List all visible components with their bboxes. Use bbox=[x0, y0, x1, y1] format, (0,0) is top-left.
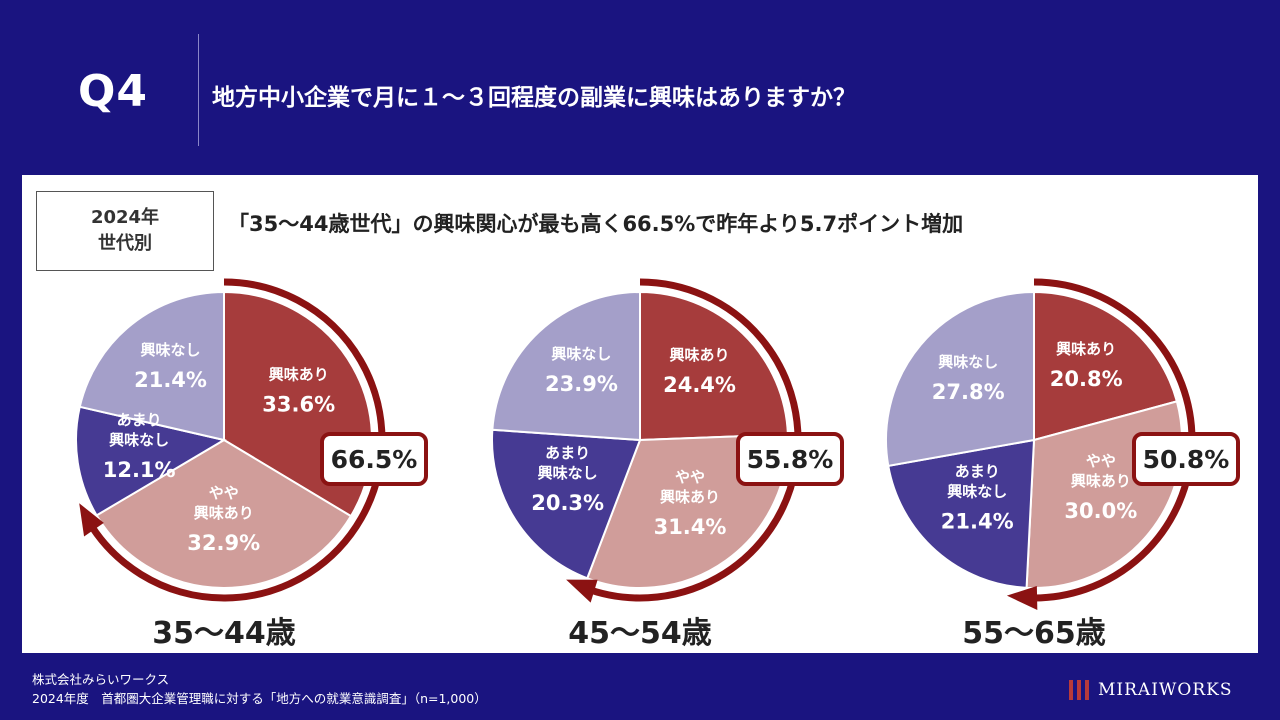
pie-chart-2: 興味あり24.4%やや興味あり31.4%あまり興味なし20.3%興味なし23.9… bbox=[491, 278, 844, 651]
slice-name-label: あまり bbox=[545, 444, 590, 462]
interested-arrow-head bbox=[79, 503, 104, 537]
total-interested-box bbox=[1132, 432, 1240, 486]
footer: 株式会社みらいワークス 2024年度 首都圏大企業管理職に対する「地方への就業意… bbox=[32, 670, 487, 708]
pie-chart-3: 興味あり20.8%やや興味あり30.0%あまり興味なし21.4%興味なし27.8… bbox=[885, 278, 1240, 651]
slice-value-label: 21.4% bbox=[134, 368, 207, 392]
slice-value-label: 31.4% bbox=[654, 515, 727, 539]
slice-value-label: 23.9% bbox=[545, 372, 618, 396]
slice-name-label: 興味あり bbox=[194, 504, 254, 522]
chart-caption: 55～65歳 bbox=[962, 616, 1106, 651]
total-interested-value: 66.5% bbox=[331, 445, 418, 474]
chart-caption: 35～44歳 bbox=[152, 616, 296, 651]
total-interested-value: 55.8% bbox=[747, 445, 834, 474]
slice-name-label: 興味あり bbox=[1056, 340, 1116, 358]
company-logo: MIRAIWORKS bbox=[1068, 676, 1232, 704]
question-text: 地方中小企業で月に１～３回程度の副業に興味はありますか？ bbox=[212, 85, 856, 111]
slice-name-label: 興味なし bbox=[538, 464, 598, 482]
pie-slice-interested bbox=[639, 290, 789, 442]
footer-source: 2024年度 首都圏大企業管理職に対する「地方への就業意識調査」（n=1,000… bbox=[32, 691, 487, 706]
interested-arrow-arc bbox=[84, 278, 386, 602]
question-number: Q4 bbox=[78, 66, 149, 117]
slice-value-label: 21.4% bbox=[941, 509, 1014, 533]
slice-name-label: やや bbox=[1086, 452, 1116, 470]
pie-slice-interested bbox=[1033, 290, 1179, 442]
footer-company: 株式会社みらいワークス bbox=[32, 672, 170, 687]
slice-name-label: 興味あり bbox=[269, 366, 329, 384]
pie-slice-not-interested bbox=[491, 290, 641, 442]
slice-name-label: 興味なし bbox=[938, 353, 998, 371]
slice-value-label: 20.3% bbox=[531, 491, 604, 515]
total-interested-value: 50.8% bbox=[1143, 445, 1230, 474]
slice-name-label: やや bbox=[675, 468, 705, 486]
slice-value-label: 32.9% bbox=[187, 531, 260, 555]
slice-value-label: 20.8% bbox=[1050, 367, 1123, 391]
mirai-logo-icon bbox=[1069, 680, 1089, 700]
slice-name-label: 興味なし bbox=[551, 345, 611, 363]
pie-slice-somewhat-interested bbox=[95, 438, 353, 589]
slice-name-label: 興味あり bbox=[1071, 472, 1131, 490]
headline: 「35～44歳世代」の興味関心が最も高く66.5%で昨年より5.7ポイント増加 bbox=[228, 212, 964, 236]
slice-name-label: 興味なし bbox=[947, 482, 1007, 500]
slice-value-label: 24.4% bbox=[663, 373, 736, 397]
slice-name-label: あまり bbox=[955, 462, 1000, 480]
header-divider bbox=[198, 34, 199, 146]
pie-slice-not-very-interested bbox=[491, 428, 642, 580]
slice-value-label: 12.1% bbox=[103, 458, 176, 482]
slice-name-label: 興味なし bbox=[141, 341, 201, 359]
year-tag-line2: 世代別 bbox=[98, 233, 152, 254]
year-tag-line1: 2024年 bbox=[90, 207, 160, 228]
interested-arrow-head bbox=[566, 579, 598, 603]
pie-slice-not-very-interested bbox=[887, 438, 1036, 589]
pie-chart-1: 興味あり33.6%やや興味あり32.9%あまり興味なし12.1%興味なし21.4… bbox=[75, 278, 428, 651]
pie-slice-not-interested bbox=[885, 290, 1035, 468]
slice-name-label: やや bbox=[209, 484, 239, 502]
slice-value-label: 27.8% bbox=[932, 380, 1005, 404]
slice-value-label: 33.6% bbox=[262, 393, 335, 417]
slice-name-label: あまり bbox=[117, 411, 162, 429]
pie-slice-not-very-interested bbox=[75, 405, 227, 517]
slice-name-label: 興味なし bbox=[109, 431, 169, 449]
chart-caption: 45～54歳 bbox=[568, 616, 712, 651]
pie-slice-not-interested bbox=[78, 290, 225, 442]
total-interested-box bbox=[320, 432, 428, 486]
year-tag: 2024年 世代別 bbox=[36, 191, 214, 271]
slice-name-label: 興味あり bbox=[660, 488, 720, 506]
interested-arrow-head bbox=[1006, 585, 1038, 610]
slice-name-label: 興味あり bbox=[670, 346, 730, 364]
total-interested-box bbox=[736, 432, 844, 486]
logo-text: MIRAIWORKS bbox=[1098, 680, 1233, 700]
slice-value-label: 30.0% bbox=[1064, 499, 1137, 523]
